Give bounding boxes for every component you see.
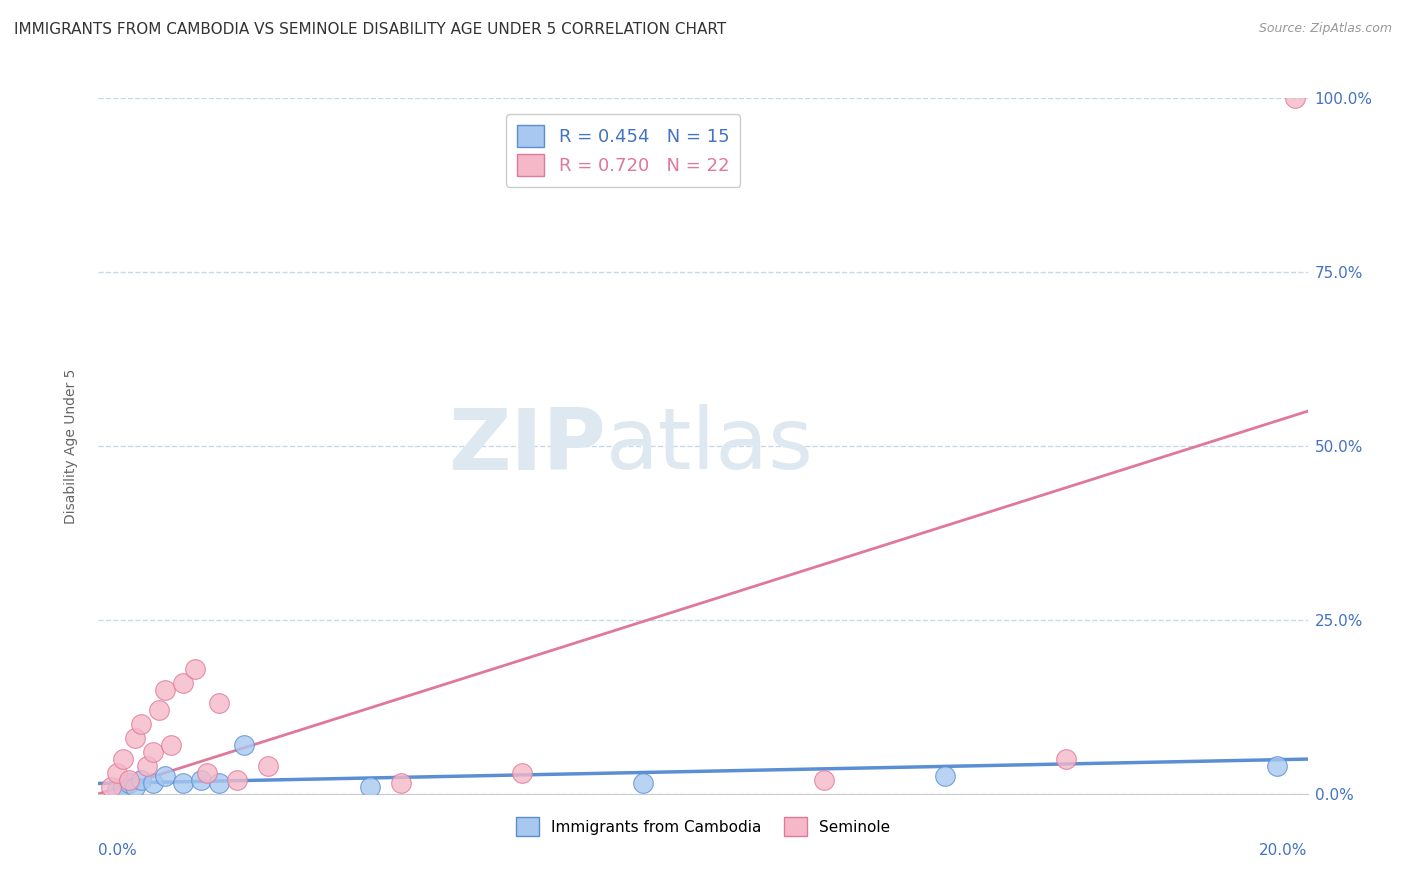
Point xyxy=(142,745,165,759)
Point xyxy=(105,766,128,780)
Point xyxy=(184,662,207,676)
Text: 0.0%: 0.0% xyxy=(98,843,138,858)
Text: IMMIGRANTS FROM CAMBODIA VS SEMINOLE DISABILITY AGE UNDER 5 CORRELATION CHART: IMMIGRANTS FROM CAMBODIA VS SEMINOLE DIS… xyxy=(14,22,727,37)
Point xyxy=(232,738,254,752)
Point xyxy=(148,703,170,717)
Point xyxy=(124,780,146,794)
Point xyxy=(208,776,231,790)
Point xyxy=(172,675,194,690)
Point xyxy=(111,780,134,794)
Y-axis label: Disability Age Under 5: Disability Age Under 5 xyxy=(63,368,77,524)
Point xyxy=(226,772,249,787)
Text: ZIP: ZIP xyxy=(449,404,606,488)
Point xyxy=(160,738,183,752)
Point xyxy=(129,717,152,731)
Point xyxy=(208,697,231,711)
Legend: Immigrants from Cambodia, Seminole: Immigrants from Cambodia, Seminole xyxy=(509,811,897,842)
Point xyxy=(124,731,146,746)
Text: atlas: atlas xyxy=(606,404,814,488)
Point xyxy=(813,772,835,787)
Text: 20.0%: 20.0% xyxy=(1260,843,1308,858)
Point xyxy=(360,780,382,794)
Point xyxy=(153,682,176,697)
Point xyxy=(1267,759,1289,773)
Point xyxy=(631,776,654,790)
Point xyxy=(129,772,152,787)
Point xyxy=(934,769,956,784)
Point xyxy=(1054,752,1077,766)
Point xyxy=(100,780,122,794)
Point xyxy=(153,769,176,784)
Point xyxy=(1284,91,1306,105)
Point xyxy=(118,772,141,787)
Point xyxy=(118,776,141,790)
Point xyxy=(510,766,533,780)
Point xyxy=(389,776,412,790)
Point xyxy=(195,766,218,780)
Point xyxy=(256,759,278,773)
Point xyxy=(190,772,212,787)
Text: Source: ZipAtlas.com: Source: ZipAtlas.com xyxy=(1258,22,1392,36)
Point xyxy=(135,759,157,773)
Point xyxy=(172,776,194,790)
Point xyxy=(142,776,165,790)
Point xyxy=(105,783,128,797)
Point xyxy=(111,752,134,766)
